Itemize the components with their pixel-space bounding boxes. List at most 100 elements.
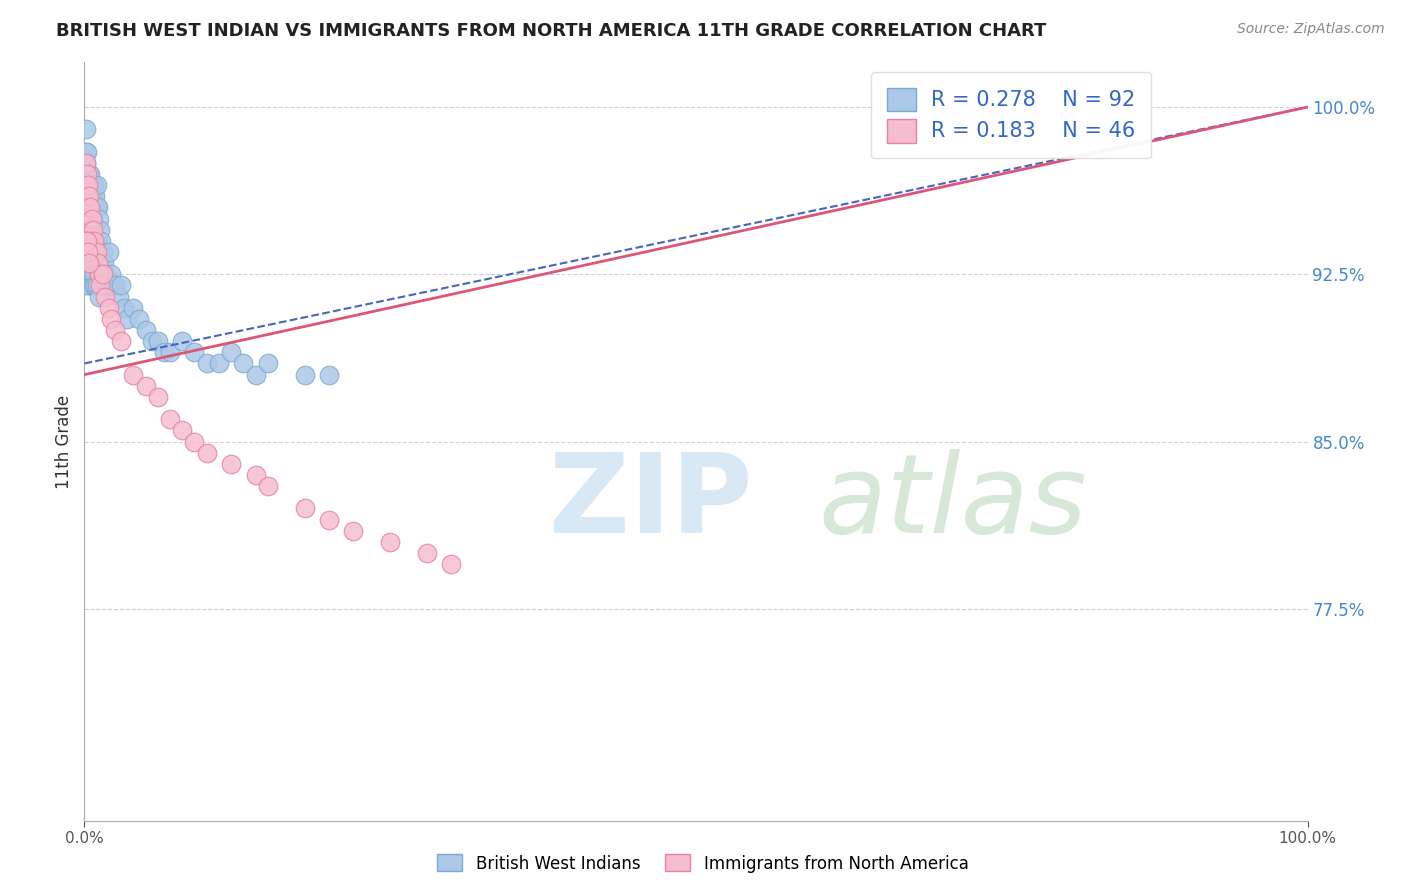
Point [75,234,97,248]
Point [76,189,98,203]
Point [80,211,103,226]
Point [77,200,100,214]
Point [257,356,280,371]
Text: Source: ZipAtlas.com: Source: ZipAtlas.com [1237,22,1385,37]
Point [112,301,135,315]
Point [135,323,157,337]
Point [84,189,107,203]
Point [76,167,98,181]
Point [79,278,101,293]
Point [75,155,97,169]
Point [77,278,100,293]
Point [87,256,110,270]
Point [318,368,340,382]
Point [91,268,114,282]
Point [97,244,120,259]
Point [75,167,97,181]
Point [86,278,108,293]
Point [208,356,231,371]
Point [76,244,98,259]
Point [77,178,100,193]
Point [77,189,100,203]
Point [75,178,97,193]
Point [75,122,97,136]
Point [318,513,340,527]
Point [86,244,108,259]
Point [79,234,101,248]
Point [84,244,107,259]
Point [257,479,280,493]
Point [141,334,163,349]
Point [245,467,267,482]
Point [79,234,101,248]
Point [84,278,107,293]
Point [110,278,132,293]
Point [75,145,97,159]
Point [80,178,103,193]
Point [219,457,242,471]
Point [90,234,112,248]
Point [75,178,97,193]
Point [440,557,463,572]
Point [91,244,114,259]
Point [80,268,103,282]
Point [83,268,105,282]
Point [135,378,157,392]
Point [77,189,100,203]
Point [122,368,145,382]
Point [76,145,98,159]
Point [76,211,98,226]
Point [76,167,98,181]
Point [76,200,98,214]
Point [77,167,100,181]
Point [77,189,100,203]
Point [146,334,169,349]
Point [87,268,110,282]
Point [87,211,110,226]
Point [77,256,100,270]
Point [104,278,127,293]
Point [77,234,100,248]
Point [294,368,316,382]
Point [128,311,150,326]
Point [75,155,97,169]
Point [75,256,97,270]
Point [82,189,104,203]
Point [153,345,176,359]
Point [87,200,110,214]
Point [83,200,105,214]
Point [75,200,97,214]
Point [172,424,194,438]
Point [77,256,100,270]
Point [294,501,316,516]
Point [100,268,122,282]
Point [77,244,100,259]
Point [79,256,101,270]
Point [84,234,107,248]
Point [195,446,218,460]
Point [86,234,108,248]
Point [89,278,111,293]
Point [77,234,100,248]
Point [416,546,439,560]
Point [76,234,98,248]
Point [79,167,101,181]
Point [77,256,100,270]
Point [75,189,97,203]
Point [76,256,98,270]
Text: atlas: atlas [818,449,1087,556]
Point [342,524,364,538]
Point [104,323,127,337]
Point [82,211,104,226]
Point [172,334,194,349]
Point [219,345,242,359]
Point [87,289,110,303]
Point [77,268,100,282]
Y-axis label: 11th Grade: 11th Grade [55,394,73,489]
Point [75,211,97,226]
Point [89,223,111,237]
Legend: British West Indians, Immigrants from North America: British West Indians, Immigrants from No… [430,847,976,880]
Point [82,223,104,237]
Point [110,334,132,349]
Point [183,434,205,449]
